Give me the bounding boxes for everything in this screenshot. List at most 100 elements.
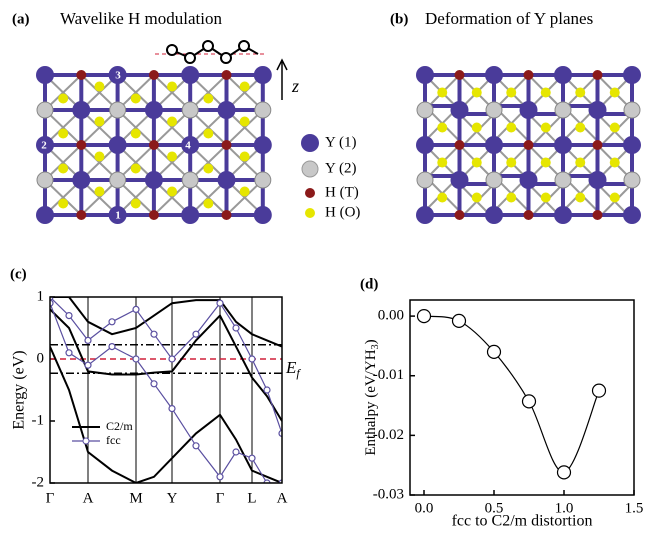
x-tick-label: 1.5 — [625, 500, 644, 516]
atom-y1 — [218, 171, 236, 189]
atom-ho — [472, 193, 482, 203]
atom-ho — [610, 193, 620, 203]
atom-y1 — [623, 206, 641, 224]
band-point — [233, 449, 239, 455]
atom-ho — [240, 82, 250, 92]
legend-swatch — [301, 134, 319, 152]
atom-ho — [506, 158, 516, 168]
atom-ho — [541, 158, 551, 168]
curve — [424, 316, 599, 472]
atom-ho — [240, 117, 250, 127]
atom-ht — [524, 210, 534, 220]
figure: 1234 (a) Wavelike H modulation (b) Defor… — [0, 0, 649, 534]
atom-y1 — [254, 206, 272, 224]
atom-y1 — [554, 136, 572, 154]
atom-ho — [610, 123, 620, 133]
atom-y2 — [624, 172, 640, 188]
atom-ho — [437, 193, 447, 203]
atom-y1 — [485, 136, 503, 154]
atom-y1 — [181, 66, 199, 84]
point — [523, 395, 536, 408]
atom-y2 — [624, 102, 640, 118]
atom-y1 — [145, 171, 163, 189]
band-point — [151, 381, 157, 387]
atom-y1 — [254, 66, 272, 84]
atom-y1 — [520, 101, 538, 119]
band-point — [85, 337, 91, 343]
legend-swatch — [305, 208, 315, 218]
band-plot: ΓAMYΓLA-2-101EfEnergy (eV)C2/mfcc — [11, 288, 302, 506]
y-tick-label: 1 — [37, 288, 45, 304]
ylabel-tail: ) — [363, 339, 379, 344]
atom-y1 — [254, 136, 272, 154]
panel-letter: (d) — [360, 276, 378, 292]
point — [453, 314, 466, 327]
atom-ht — [455, 70, 465, 80]
atom-y1 — [36, 206, 54, 224]
x-axis-label: fcc to C2/m distortion — [452, 513, 593, 530]
atom-ho — [472, 123, 482, 133]
atom-y1 — [589, 101, 607, 119]
atom-y1 — [72, 171, 90, 189]
atom-ho — [58, 94, 68, 104]
band-point — [193, 443, 199, 449]
legend-label: Y (2) — [325, 160, 357, 176]
panel-title: Wavelike H modulation — [60, 9, 222, 28]
atom-y2 — [110, 102, 126, 118]
band-point — [264, 387, 270, 393]
atom-ht — [455, 140, 465, 150]
band-point — [85, 362, 91, 368]
fermi-label: Ef — [285, 358, 301, 380]
x-tick-label: L — [247, 490, 256, 506]
atom-ht — [593, 140, 603, 150]
atom-ho — [541, 123, 551, 133]
atom-ho — [437, 158, 447, 168]
atom-ho — [203, 94, 213, 104]
band-point — [233, 325, 239, 331]
point — [593, 384, 606, 397]
atom-y1 — [109, 136, 127, 154]
band-point — [217, 300, 223, 306]
atom-y1 — [416, 136, 434, 154]
atom-ho — [437, 88, 447, 98]
atom-ht — [222, 70, 232, 80]
atom-ho — [94, 187, 104, 197]
y-axis-label: Enthalpy (eV/YH3) — [363, 339, 381, 455]
fermi-main: E — [285, 358, 297, 377]
legend-label: H (T) — [325, 184, 359, 200]
legend-label: fcc — [106, 433, 121, 447]
atom-ht — [593, 210, 603, 220]
x-tick-label: M — [129, 490, 142, 506]
atom-y2 — [255, 102, 271, 118]
atom-ho — [575, 158, 585, 168]
atom-y2 — [255, 172, 271, 188]
atom-ho — [575, 88, 585, 98]
atom-ho — [58, 164, 68, 174]
point — [488, 345, 501, 358]
atom-y1 — [485, 206, 503, 224]
atom-y1 — [36, 66, 54, 84]
legend-marker — [83, 438, 89, 444]
atom-y1 — [72, 101, 90, 119]
atom-ho — [203, 164, 213, 174]
atom-y2 — [182, 102, 198, 118]
legend-label: C2/m — [106, 419, 133, 433]
band-point — [66, 350, 72, 356]
atom-ho — [506, 88, 516, 98]
atom-ho — [94, 82, 104, 92]
atom-ht — [149, 140, 159, 150]
atom-y1 — [416, 206, 434, 224]
atom-ho — [167, 117, 177, 127]
atom-y1 — [589, 171, 607, 189]
band-point — [109, 319, 115, 325]
band-point — [249, 455, 255, 461]
atom-y2 — [110, 172, 126, 188]
atom-y2 — [182, 172, 198, 188]
legend-label: H (O) — [325, 204, 360, 220]
atom-ht — [222, 140, 232, 150]
atom-y1 — [451, 101, 469, 119]
atom-ho — [131, 199, 141, 209]
legend: Y (1) Y (2) H (T) H (O) — [301, 134, 360, 220]
atom-ho — [167, 82, 177, 92]
